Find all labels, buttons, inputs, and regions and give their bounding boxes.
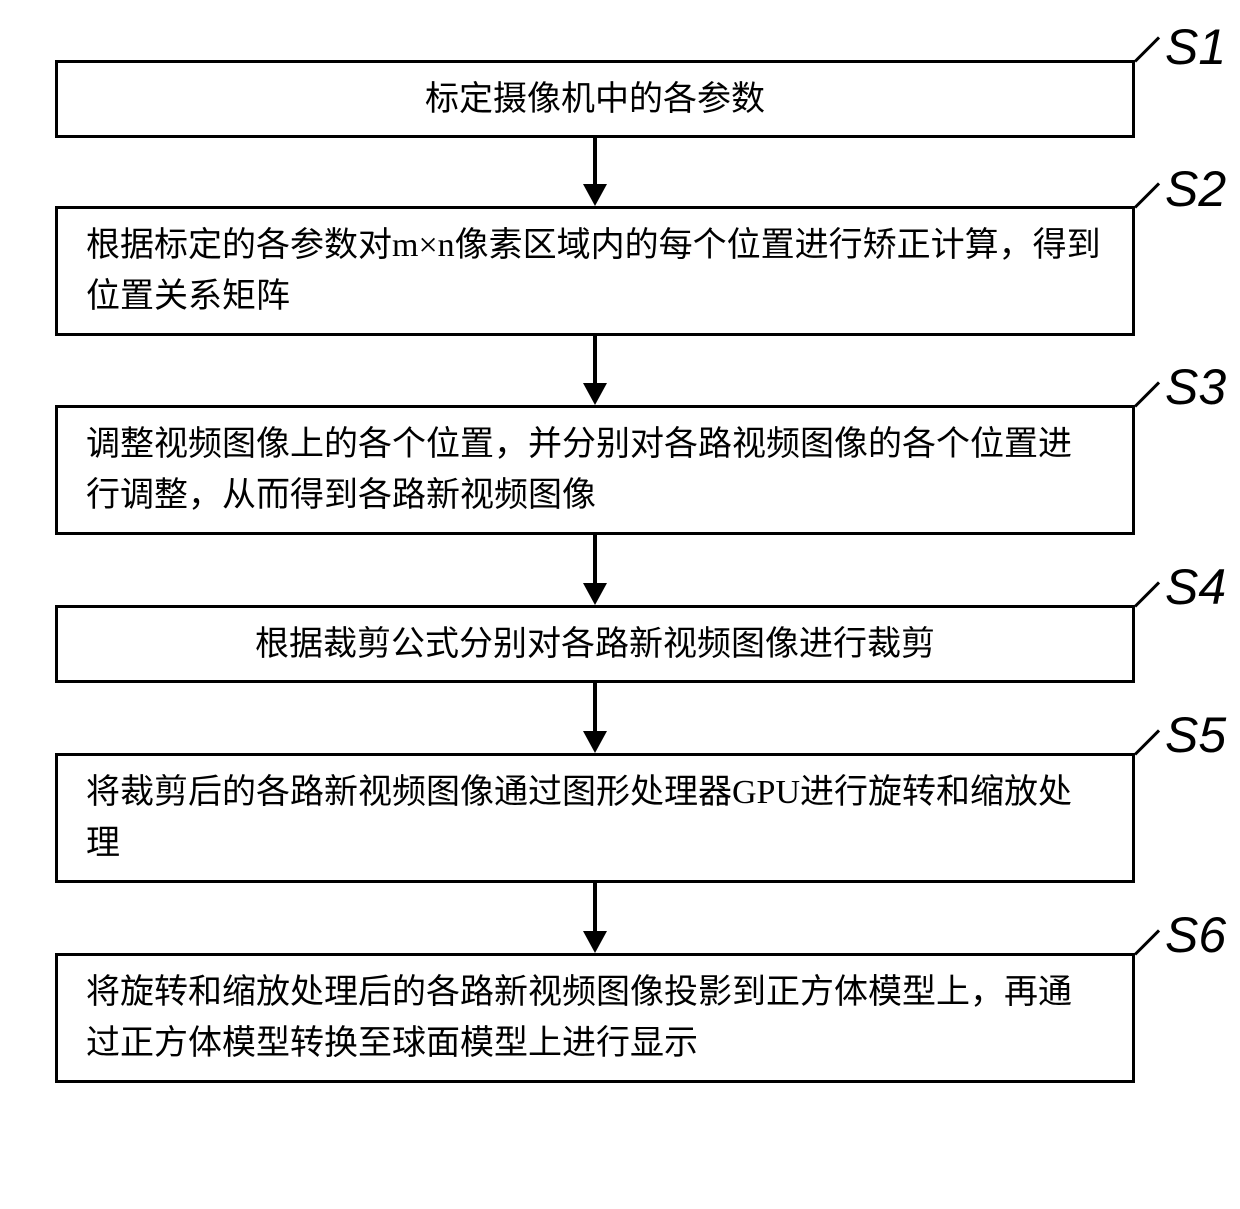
flowchart-canvas: 标定摄像机中的各参数 S1 根据标定的各参数对m×n像素区域内的每个位置进行矫正计算…: [0, 0, 1240, 1209]
step-text: 标定摄像机中的各参数: [425, 74, 765, 125]
step-label-s1: S1: [1165, 18, 1226, 76]
label-connector: [1134, 182, 1160, 208]
label-connector: [1134, 929, 1160, 955]
label-connector: [1134, 381, 1160, 407]
arrow-shaft: [593, 336, 597, 385]
step-label-s4: S4: [1165, 558, 1226, 616]
step-box-s5: 将裁剪后的各路新视频图像通过图形处理器GPU进行旋转和缩放处理: [55, 753, 1135, 883]
arrow-shaft: [593, 138, 597, 186]
step-box-s6: 将旋转和缩放处理后的各路新视频图像投影到正方体模型上，再通过正方体模型转换至球面…: [55, 953, 1135, 1083]
step-box-s4: 根据裁剪公式分别对各路新视频图像进行裁剪: [55, 605, 1135, 683]
arrow-shaft: [593, 883, 597, 933]
step-box-s2: 根据标定的各参数对m×n像素区域内的每个位置进行矫正计算，得到位置关系矩阵: [55, 206, 1135, 336]
step-text: 将旋转和缩放处理后的各路新视频图像投影到正方体模型上，再通过正方体模型转换至球面…: [86, 967, 1104, 1069]
arrow-head-icon: [583, 383, 607, 405]
arrow-head-icon: [583, 731, 607, 753]
step-text: 根据裁剪公式分别对各路新视频图像进行裁剪: [255, 619, 935, 670]
arrow-shaft: [593, 683, 597, 733]
step-label-s2: S2: [1165, 160, 1226, 218]
step-box-s1: 标定摄像机中的各参数: [55, 60, 1135, 138]
step-box-s3: 调整视频图像上的各个位置，并分别对各路视频图像的各个位置进行调整，从而得到各路新…: [55, 405, 1135, 535]
label-connector: [1134, 581, 1160, 607]
label-connector: [1134, 36, 1160, 62]
arrow-head-icon: [583, 184, 607, 206]
step-label-s5: S5: [1165, 706, 1226, 764]
step-text: 调整视频图像上的各个位置，并分别对各路视频图像的各个位置进行调整，从而得到各路新…: [86, 419, 1104, 521]
step-label-s6: S6: [1165, 906, 1226, 964]
step-label-s3: S3: [1165, 358, 1226, 416]
step-text: 根据标定的各参数对m×n像素区域内的每个位置进行矫正计算，得到位置关系矩阵: [86, 220, 1104, 322]
label-connector: [1134, 729, 1160, 755]
arrow-shaft: [593, 535, 597, 585]
step-text: 将裁剪后的各路新视频图像通过图形处理器GPU进行旋转和缩放处理: [86, 767, 1104, 869]
arrow-head-icon: [583, 583, 607, 605]
arrow-head-icon: [583, 931, 607, 953]
